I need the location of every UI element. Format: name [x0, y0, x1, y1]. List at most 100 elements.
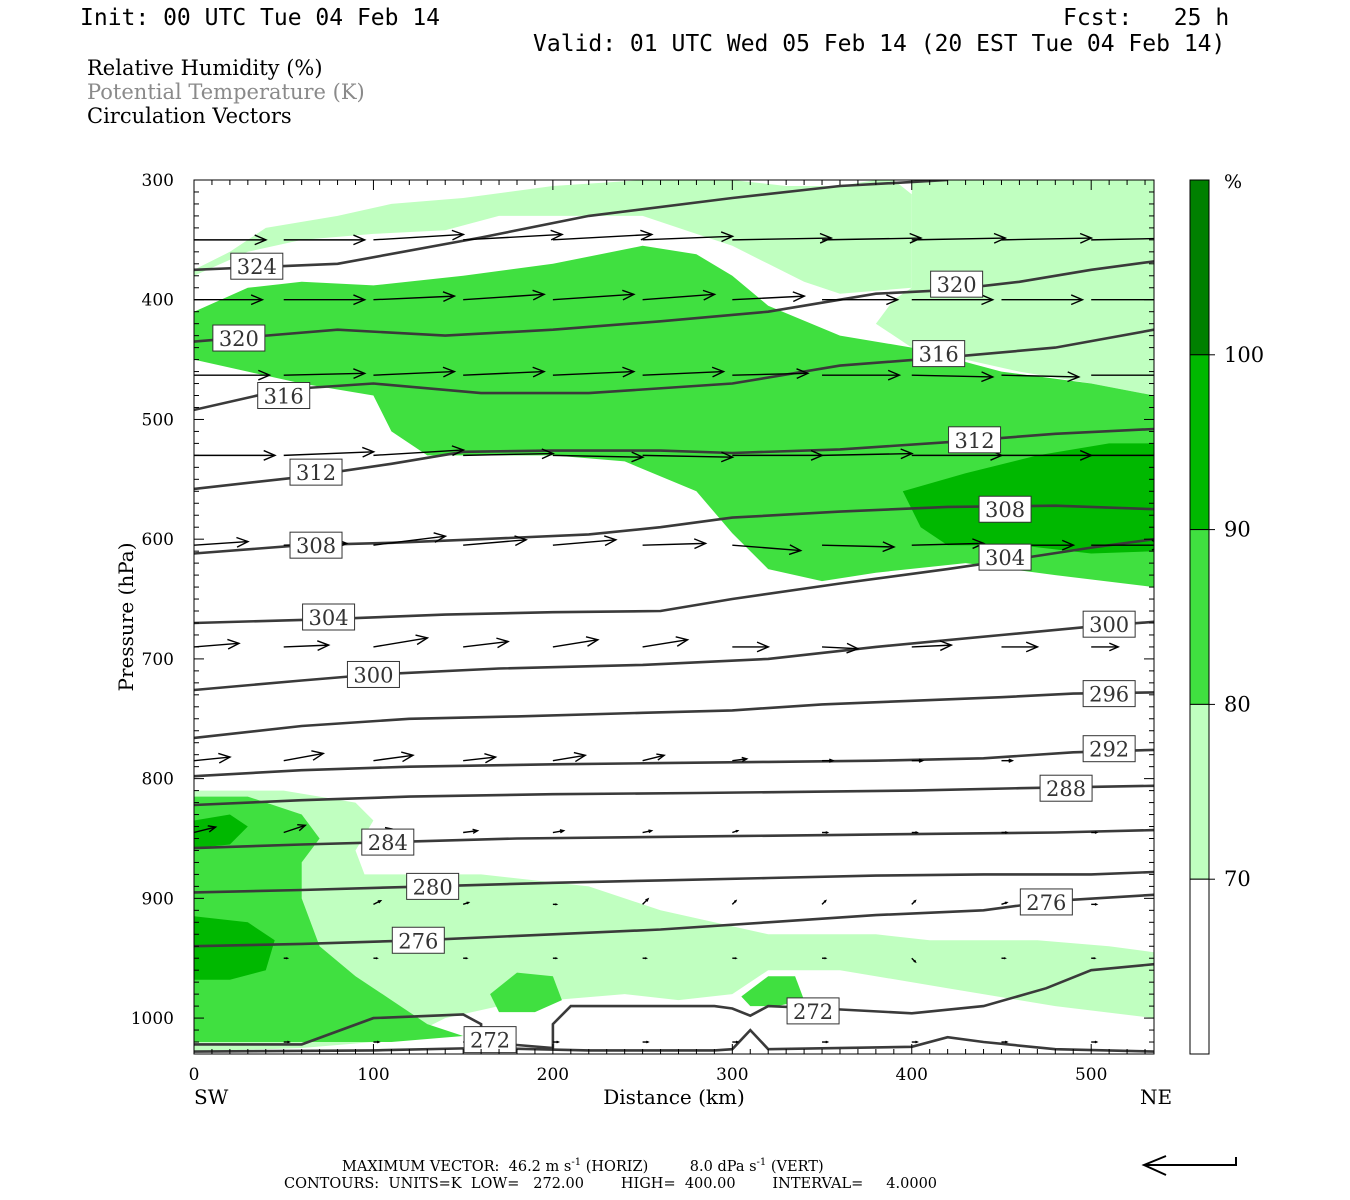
colorbar-segment-1 [1189, 354, 1210, 531]
circulation-vector-0-1 [283, 234, 367, 246]
circulation-vector-7-10 [1091, 831, 1099, 834]
circulation-vector-0-3 [463, 229, 564, 241]
svg-text:300: 300 [353, 663, 393, 687]
svg-text:272: 272 [470, 1029, 510, 1053]
circulation-vector-8-1 [462, 901, 471, 906]
circulation-vector-0-6 [732, 232, 834, 244]
x-axis-title: Distance (km) [603, 1085, 745, 1109]
x-tick-label-500: 500 [1075, 1065, 1107, 1085]
colorbar-segment-3 [1189, 703, 1210, 880]
svg-text:316: 316 [264, 385, 304, 409]
svg-text:304: 304 [985, 546, 1025, 570]
theta-contour-272-13 [194, 962, 1154, 1050]
svg-text:292: 292 [1089, 738, 1129, 762]
y-tick-label-700: 700 [142, 650, 174, 670]
contour-info-line: CONTOURS: UNITS=K LOW= 272.00 HIGH= 400.… [284, 1176, 938, 1192]
circulation-vector-1-8 [911, 294, 995, 306]
circulation-vector-3-2 [373, 445, 466, 457]
max-vert-exponent: -1 [756, 1157, 767, 1168]
colorbar-segment-0 [1189, 179, 1210, 356]
rh-region-90-8 [194, 814, 248, 849]
circulation-vector-9-1 [373, 957, 379, 960]
x-tick-label-300: 300 [716, 1065, 748, 1085]
circulation-vector-5-1 [283, 640, 331, 652]
svg-text:312: 312 [955, 429, 995, 453]
valid-time: Valid: 01 UTC Wed 05 Feb 14 (20 EST Tue … [533, 31, 1226, 57]
theta-label-272-13-1: 272 [463, 1026, 517, 1054]
svg-text:324: 324 [237, 255, 277, 279]
max-horiz-unit: m s [545, 1158, 572, 1175]
circulation-vector-0-7 [822, 232, 923, 244]
svg-text:296: 296 [1089, 683, 1129, 707]
circulation-vector-7-7 [822, 831, 830, 834]
svg-text:312: 312 [296, 461, 336, 485]
circulation-vector-8-5 [821, 899, 827, 905]
circulation-vector-4-10 [1091, 539, 1154, 551]
plot-frame [193, 179, 1155, 1055]
rh-region-80-4 [194, 796, 464, 1042]
circulation-vector-0-9 [1001, 232, 1094, 244]
theta-label-324-0-0: 324 [230, 252, 284, 280]
y-tick-label-400: 400 [142, 291, 174, 311]
circulation-vector-10-0 [283, 1040, 291, 1044]
max-horiz-value: 46.2 [508, 1158, 541, 1175]
circulation-vector-2-4 [552, 366, 636, 378]
theta-label-320-1-0: 320 [212, 324, 266, 352]
svg-text:308: 308 [985, 498, 1025, 522]
circulation-vector-0-8 [911, 232, 1008, 244]
circulation-vector-5-5 [642, 636, 690, 648]
circulation-vector-6-5 [642, 753, 666, 762]
circulation-vector-5-7 [822, 642, 860, 654]
circulation-vector-9-8 [1001, 957, 1007, 960]
theta-label-288-9-0: 288 [1039, 774, 1093, 802]
y-tick-label-800: 800 [142, 770, 174, 790]
circulation-vector-8-3 [642, 897, 650, 905]
reference-vector-arrow [1141, 1155, 1237, 1176]
circulation-vector-7-8 [911, 831, 919, 834]
circulation-vector-4-4 [552, 535, 618, 547]
y-tick-label-300: 300 [142, 171, 174, 191]
circulation-vector-7-0 [194, 825, 218, 834]
circulation-vector-4-7 [822, 541, 896, 553]
circulation-vector-2-0 [194, 369, 272, 381]
circulation-vector-3-1 [283, 446, 376, 458]
circulation-vector-1-9 [1001, 294, 1085, 306]
svg-text:320: 320 [219, 327, 259, 351]
colorbar-unit: % [1224, 171, 1242, 193]
circulation-vector-10-3 [552, 1040, 561, 1044]
svg-text:276: 276 [1026, 891, 1066, 915]
circulation-vector-9-0 [283, 957, 290, 960]
circulation-vector-1-7 [822, 294, 900, 306]
svg-text:308: 308 [296, 534, 336, 558]
legend-potential-temperature: Potential Temperature (K) [87, 80, 365, 104]
theta-label-276-12-1: 276 [1019, 888, 1073, 916]
colorbar-segment-2 [1189, 529, 1210, 705]
circulation-vector-7-1 [283, 823, 308, 834]
theta-label-276-12-0: 276 [391, 926, 445, 954]
x-tick-label-200: 200 [537, 1065, 569, 1085]
theta-label-308-4-1: 308 [978, 495, 1032, 523]
circulation-vector-3-10 [1091, 454, 1154, 457]
circulation-vector-1-4 [552, 289, 636, 301]
circulation-vector-0-5 [642, 231, 735, 243]
circulation-vector-10-4 [642, 1040, 650, 1044]
max-vector-line: MAXIMUM VECTOR: 46.2 m s-1 (HORIZ) 8.0 d… [342, 1157, 824, 1175]
theta-contour-288-9 [194, 784, 1154, 807]
theta-contour-316-2 [194, 328, 1154, 412]
theta-label-316-2-1: 316 [912, 340, 966, 368]
circulation-vector-7-9 [1001, 831, 1009, 834]
x-end-label-sw: SW [194, 1085, 229, 1109]
x-tick-label-0: 0 [189, 1065, 200, 1085]
forecast-hour: Fcst: 25 h [1063, 5, 1230, 31]
circulation-vector-0-10 [1091, 237, 1154, 241]
max-vert-tag: (VERT) [770, 1158, 824, 1175]
circulation-vector-5-2 [373, 634, 430, 648]
circulation-vector-9-3 [552, 957, 559, 960]
theta-contour-324-0 [194, 180, 948, 272]
circulation-vector-6-1 [283, 750, 326, 762]
svg-text:276: 276 [398, 929, 438, 953]
circulation-vector-3-7 [822, 448, 914, 460]
circulation-vector-5-6 [732, 641, 771, 653]
y-tick-label-500: 500 [142, 410, 174, 430]
circulation-vector-8-7 [1001, 901, 1009, 906]
